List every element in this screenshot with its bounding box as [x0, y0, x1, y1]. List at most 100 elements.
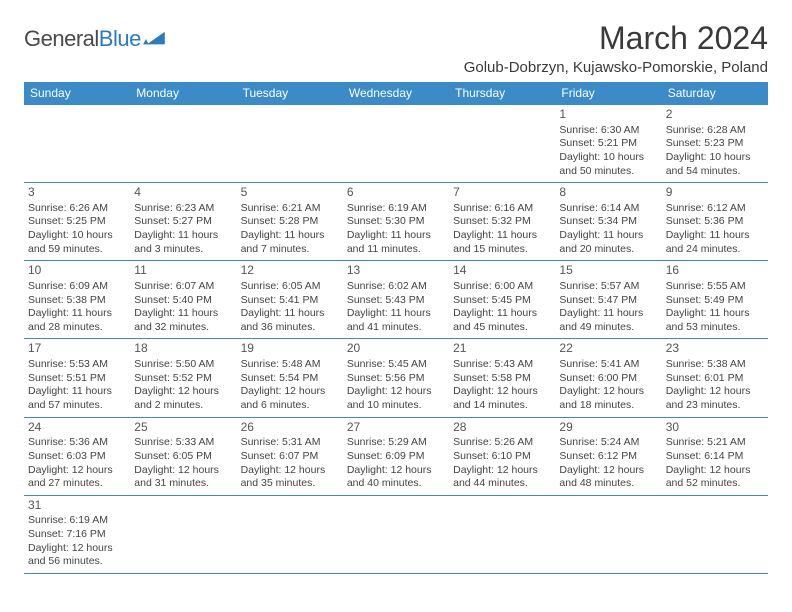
- daylight-line: and 57 minutes.: [28, 399, 126, 413]
- location-subtitle: Golub-Dobrzyn, Kujawsko-Pomorskie, Polan…: [464, 59, 768, 76]
- sunset-line: Sunset: 5:38 PM: [28, 294, 126, 308]
- sunset-line: Sunset: 5:58 PM: [453, 372, 551, 386]
- daylight-line: and 6 minutes.: [241, 399, 339, 413]
- day-number: 18: [134, 341, 232, 357]
- daylight-line: Daylight: 12 hours: [134, 464, 232, 478]
- calendar-cell: [343, 495, 449, 573]
- sunset-line: Sunset: 6:09 PM: [347, 450, 445, 464]
- day-number: 11: [134, 263, 232, 279]
- calendar-cell: 8Sunrise: 6:14 AMSunset: 5:34 PMDaylight…: [555, 183, 661, 261]
- daylight-line: Daylight: 11 hours: [28, 307, 126, 321]
- day-number: 13: [347, 263, 445, 279]
- calendar-cell: 28Sunrise: 5:26 AMSunset: 6:10 PMDayligh…: [449, 417, 555, 495]
- logo-text-general: General: [24, 26, 99, 51]
- daylight-line: Daylight: 11 hours: [134, 307, 232, 321]
- daylight-line: Daylight: 12 hours: [347, 464, 445, 478]
- sunrise-line: Sunrise: 6:07 AM: [134, 280, 232, 294]
- calendar-cell: 20Sunrise: 5:45 AMSunset: 5:56 PMDayligh…: [343, 339, 449, 417]
- calendar-cell: [237, 105, 343, 183]
- sunset-line: Sunset: 6:07 PM: [241, 450, 339, 464]
- sunrise-line: Sunrise: 5:38 AM: [666, 358, 764, 372]
- sunset-line: Sunset: 6:03 PM: [28, 450, 126, 464]
- sunset-line: Sunset: 5:36 PM: [666, 215, 764, 229]
- daylight-line: and 28 minutes.: [28, 321, 126, 335]
- day-header: Saturday: [662, 82, 768, 105]
- daylight-line: Daylight: 11 hours: [241, 229, 339, 243]
- sunset-line: Sunset: 5:49 PM: [666, 294, 764, 308]
- day-number: 19: [241, 341, 339, 357]
- daylight-line: and 50 minutes.: [559, 165, 657, 179]
- sunrise-line: Sunrise: 5:43 AM: [453, 358, 551, 372]
- calendar-cell: [449, 495, 555, 573]
- daylight-line: and 7 minutes.: [241, 243, 339, 257]
- daylight-line: and 10 minutes.: [347, 399, 445, 413]
- calendar-cell: 19Sunrise: 5:48 AMSunset: 5:54 PMDayligh…: [237, 339, 343, 417]
- daylight-line: and 20 minutes.: [559, 243, 657, 257]
- sunset-line: Sunset: 5:25 PM: [28, 215, 126, 229]
- day-number: 4: [134, 185, 232, 201]
- daylight-line: Daylight: 11 hours: [347, 307, 445, 321]
- day-number: 31: [28, 498, 126, 514]
- sunrise-line: Sunrise: 6:26 AM: [28, 202, 126, 216]
- calendar-cell: 31Sunrise: 6:19 AMSunset: 7:16 PMDayligh…: [24, 495, 130, 573]
- calendar-body: 1Sunrise: 6:30 AMSunset: 5:21 PMDaylight…: [24, 105, 768, 574]
- sunrise-line: Sunrise: 6:28 AM: [666, 124, 764, 138]
- day-header: Wednesday: [343, 82, 449, 105]
- daylight-line: Daylight: 11 hours: [453, 229, 551, 243]
- sunrise-line: Sunrise: 6:19 AM: [28, 514, 126, 528]
- calendar-cell: [130, 105, 236, 183]
- daylight-line: and 36 minutes.: [241, 321, 339, 335]
- daylight-line: Daylight: 11 hours: [666, 229, 764, 243]
- calendar-cell: 14Sunrise: 6:00 AMSunset: 5:45 PMDayligh…: [449, 261, 555, 339]
- sunrise-line: Sunrise: 6:00 AM: [453, 280, 551, 294]
- calendar-week: 1Sunrise: 6:30 AMSunset: 5:21 PMDaylight…: [24, 105, 768, 183]
- day-number: 15: [559, 263, 657, 279]
- sunrise-line: Sunrise: 6:02 AM: [347, 280, 445, 294]
- calendar-cell: 16Sunrise: 5:55 AMSunset: 5:49 PMDayligh…: [662, 261, 768, 339]
- daylight-line: and 31 minutes.: [134, 477, 232, 491]
- day-number: 30: [666, 420, 764, 436]
- calendar-cell: 13Sunrise: 6:02 AMSunset: 5:43 PMDayligh…: [343, 261, 449, 339]
- sunset-line: Sunset: 6:14 PM: [666, 450, 764, 464]
- sunrise-line: Sunrise: 5:36 AM: [28, 436, 126, 450]
- calendar-cell: 6Sunrise: 6:19 AMSunset: 5:30 PMDaylight…: [343, 183, 449, 261]
- daylight-line: Daylight: 10 hours: [559, 151, 657, 165]
- title-block: March 2024 Golub-Dobrzyn, Kujawsko-Pomor…: [464, 20, 768, 76]
- calendar-cell: [24, 105, 130, 183]
- day-number: 12: [241, 263, 339, 279]
- day-number: 10: [28, 263, 126, 279]
- sunrise-line: Sunrise: 5:55 AM: [666, 280, 764, 294]
- sunset-line: Sunset: 5:54 PM: [241, 372, 339, 386]
- sunrise-line: Sunrise: 5:53 AM: [28, 358, 126, 372]
- sunrise-line: Sunrise: 5:24 AM: [559, 436, 657, 450]
- logo-text-blue: Blue: [99, 26, 141, 51]
- daylight-line: Daylight: 12 hours: [453, 385, 551, 399]
- sunrise-line: Sunrise: 6:19 AM: [347, 202, 445, 216]
- daylight-line: Daylight: 11 hours: [241, 307, 339, 321]
- day-header: Thursday: [449, 82, 555, 105]
- calendar-week: 31Sunrise: 6:19 AMSunset: 7:16 PMDayligh…: [24, 495, 768, 573]
- sunrise-line: Sunrise: 5:48 AM: [241, 358, 339, 372]
- sunset-line: Sunset: 5:43 PM: [347, 294, 445, 308]
- sunset-line: Sunset: 6:10 PM: [453, 450, 551, 464]
- daylight-line: Daylight: 10 hours: [666, 151, 764, 165]
- daylight-line: Daylight: 12 hours: [28, 464, 126, 478]
- daylight-line: Daylight: 12 hours: [559, 464, 657, 478]
- calendar-cell: 12Sunrise: 6:05 AMSunset: 5:41 PMDayligh…: [237, 261, 343, 339]
- day-number: 29: [559, 420, 657, 436]
- day-number: 14: [453, 263, 551, 279]
- sunset-line: Sunset: 5:47 PM: [559, 294, 657, 308]
- daylight-line: and 32 minutes.: [134, 321, 232, 335]
- sunset-line: Sunset: 5:51 PM: [28, 372, 126, 386]
- day-number: 1: [559, 107, 657, 123]
- day-number: 20: [347, 341, 445, 357]
- daylight-line: and 54 minutes.: [666, 165, 764, 179]
- daylight-line: Daylight: 11 hours: [453, 307, 551, 321]
- sunrise-line: Sunrise: 5:50 AM: [134, 358, 232, 372]
- day-header: Sunday: [24, 82, 130, 105]
- calendar-cell: [130, 495, 236, 573]
- calendar-cell: 2Sunrise: 6:28 AMSunset: 5:23 PMDaylight…: [662, 105, 768, 183]
- calendar-cell: [237, 495, 343, 573]
- sunset-line: Sunset: 6:12 PM: [559, 450, 657, 464]
- daylight-line: and 49 minutes.: [559, 321, 657, 335]
